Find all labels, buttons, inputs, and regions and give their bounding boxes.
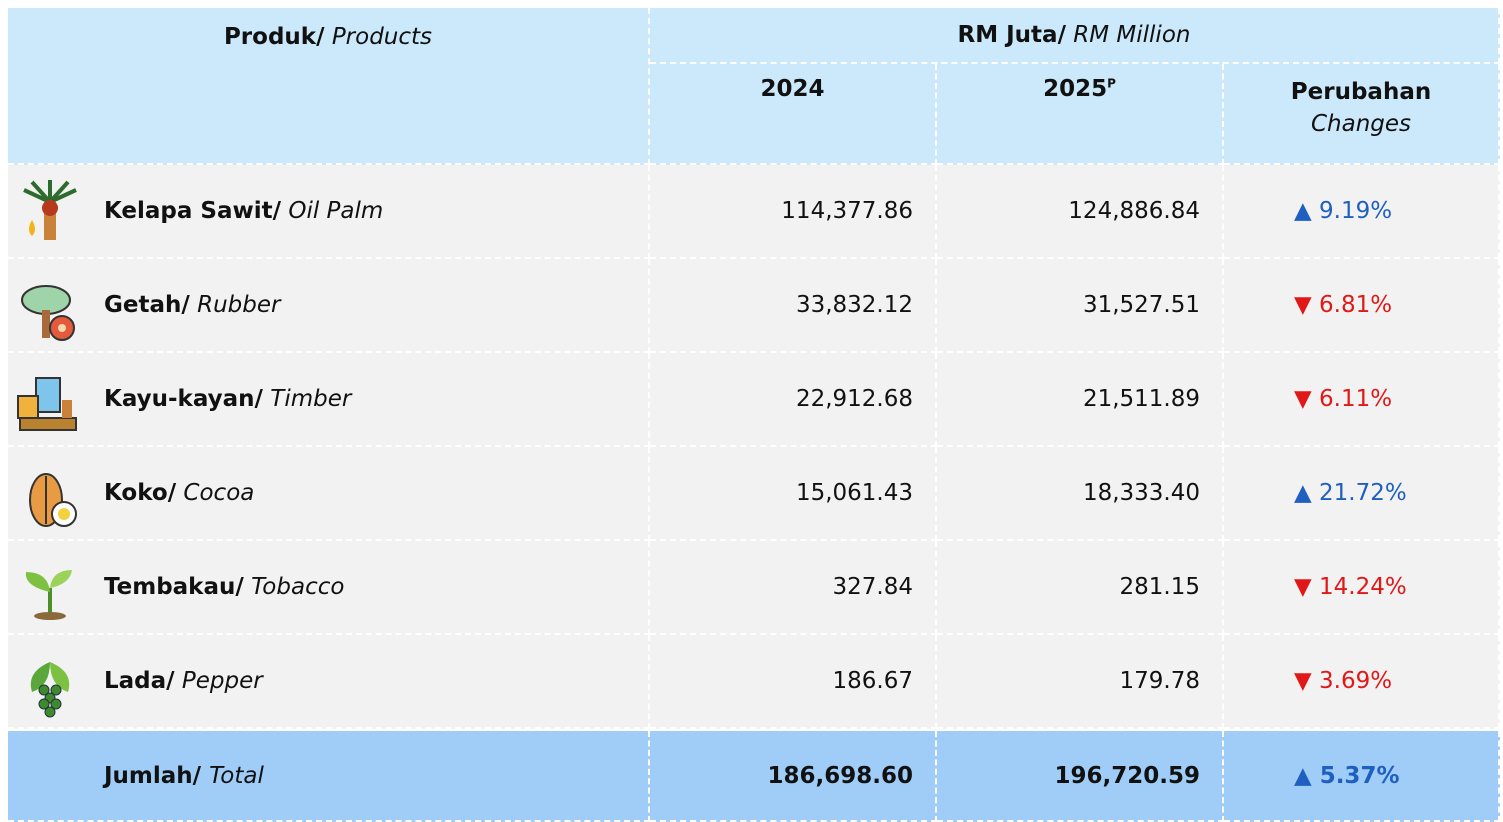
product-english: Rubber (197, 292, 281, 318)
value-cell: 186.67 (650, 635, 937, 729)
value-2024: 15,061.43 (795, 480, 913, 506)
value-2025: 18,333.40 (1082, 480, 1200, 506)
change-value: ▲ 9.19% (1294, 198, 1393, 224)
change-value: ▲ 21.72% (1294, 480, 1407, 506)
product-english: Oil Palm (288, 198, 384, 224)
change-cell: ▲ 21.72% (1224, 447, 1500, 541)
change-cell: ▼ 6.11% (1224, 353, 1500, 447)
product-english: Tobacco (251, 574, 345, 600)
value-cell: 22,912.68 (650, 353, 937, 447)
product-label: Kelapa Sawit/ Oil Palm (104, 198, 383, 224)
value-cell: 21,511.89 (937, 353, 1224, 447)
value-2025: 179.78 (1119, 668, 1200, 694)
product-label: Jumlah/ Total (104, 763, 264, 789)
header-text: Changes (1310, 111, 1412, 137)
change-value: ▼ 6.11% (1294, 386, 1393, 412)
header-text: Products (331, 24, 433, 50)
value-cell: 179.78 (937, 635, 1224, 729)
product-label: Tembakau/ Tobacco (104, 574, 344, 600)
value-2024: 327.84 (832, 574, 913, 600)
icon-tobacco (25, 570, 72, 620)
change-value: ▼ 14.24% (1294, 574, 1407, 600)
product-cell: Koko/ Cocoa (8, 447, 650, 541)
header-text: 2025 (1043, 76, 1108, 102)
header-text: RM Juta/ (957, 22, 1066, 48)
value-cell: 33,832.12 (650, 259, 937, 353)
product-cell: Getah/ Rubber (8, 259, 650, 353)
header-text: RM Million (1073, 22, 1191, 48)
icon-pepper (30, 662, 70, 718)
value-2024: 186,698.60 (767, 762, 913, 789)
product-english: Total (209, 762, 264, 789)
header-sup: P (1107, 76, 1116, 91)
value-cell: 327.84 (650, 541, 937, 635)
header-changes: Perubahan Changes (1224, 64, 1500, 165)
value-2025: 124,886.84 (1068, 198, 1200, 224)
product-cell: Kayu-kayan/ Timber (8, 353, 650, 447)
product-name: Koko/ (104, 480, 177, 506)
value-2024: 114,377.86 (781, 198, 913, 224)
product-name: Kayu-kayan/ (104, 386, 263, 412)
product-label: Kayu-kayan/ Timber (104, 386, 351, 412)
header-2025: 2025P (937, 64, 1224, 165)
product-english: Timber (270, 386, 352, 412)
header-product: Produk/ Products (8, 8, 650, 165)
product-name: Tembakau/ (104, 574, 244, 600)
value-cell: 114,377.86 (650, 165, 937, 259)
header-text: Perubahan (1290, 79, 1432, 105)
icon-cocoa (29, 473, 77, 527)
header-text: Produk/ (223, 24, 325, 50)
header-text: 2024 (760, 76, 825, 102)
icon-timber (17, 377, 77, 431)
change-value: ▼ 6.81% (1294, 292, 1393, 318)
value-cell: 15,061.43 (650, 447, 937, 541)
product-label: Koko/ Cocoa (104, 480, 254, 506)
change-cell: ▲ 9.19% (1224, 165, 1500, 259)
value-2025: 21,511.89 (1082, 386, 1200, 412)
product-label: Getah/ Rubber (104, 292, 280, 318)
product-cell: Lada/ Pepper (8, 635, 650, 729)
change-value: ▲ 5.37% (1294, 762, 1400, 789)
value-2024: 22,912.68 (795, 386, 913, 412)
value-cell: 124,886.84 (937, 165, 1224, 259)
header-unit: RM Juta/ RM Million (650, 8, 1500, 64)
value-cell: 186,698.60 (650, 731, 937, 822)
product-cell: Jumlah/ Total (8, 731, 650, 822)
change-cell: ▲ 5.37% (1224, 731, 1500, 822)
value-2025: 196,720.59 (1054, 762, 1200, 789)
product-english: Cocoa (183, 480, 255, 506)
product-name: Lada/ (104, 668, 175, 694)
value-cell: 31,527.51 (937, 259, 1224, 353)
product-name: Kelapa Sawit/ (104, 198, 282, 224)
icon-rubber (21, 285, 75, 341)
value-2024: 33,832.12 (795, 292, 913, 318)
product-name: Getah/ (104, 292, 190, 318)
product-name: Jumlah/ (104, 762, 202, 789)
change-cell: ▼ 6.81% (1224, 259, 1500, 353)
value-cell: 281.15 (937, 541, 1224, 635)
change-cell: ▼ 14.24% (1224, 541, 1500, 635)
product-cell: Kelapa Sawit/ Oil Palm (8, 165, 650, 259)
value-2024: 186.67 (832, 668, 913, 694)
header-2024: 2024 (650, 64, 937, 165)
icon-oil-palm (23, 180, 77, 240)
product-label: Lada/ Pepper (104, 668, 263, 694)
value-2025: 281.15 (1119, 574, 1200, 600)
product-cell: Tembakau/ Tobacco (8, 541, 650, 635)
value-2025: 31,527.51 (1082, 292, 1200, 318)
value-cell: 196,720.59 (937, 731, 1224, 822)
product-english: Pepper (181, 668, 263, 694)
change-value: ▼ 3.69% (1294, 668, 1393, 694)
value-cell: 18,333.40 (937, 447, 1224, 541)
change-cell: ▼ 3.69% (1224, 635, 1500, 729)
